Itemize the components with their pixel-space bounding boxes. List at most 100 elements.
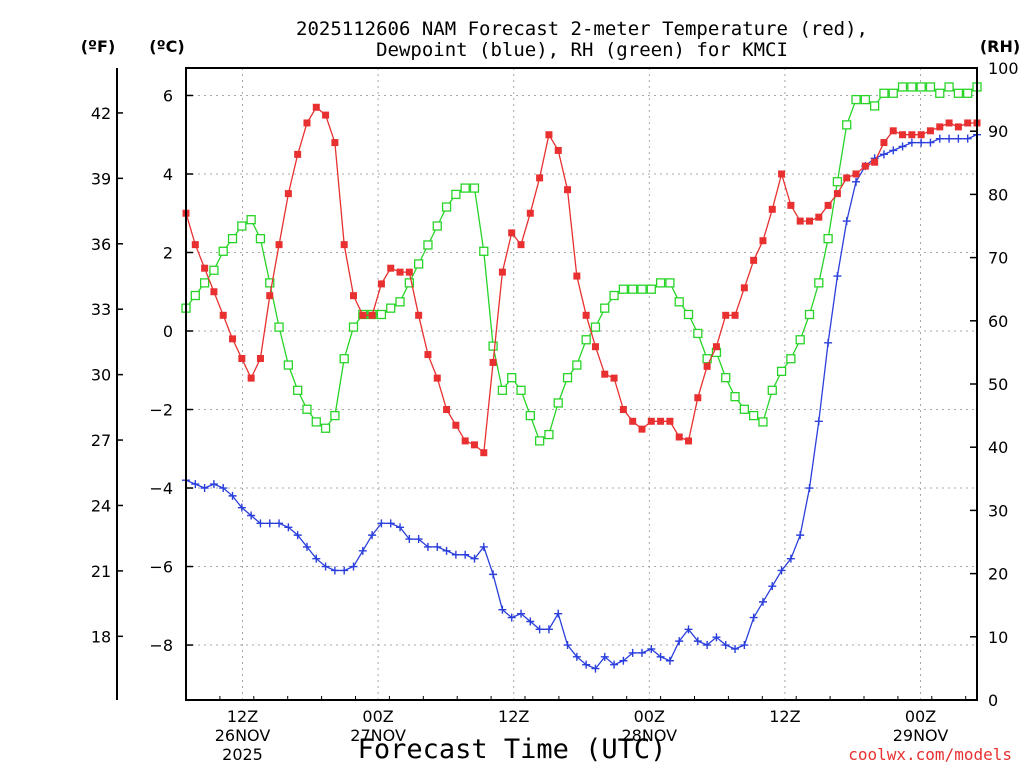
data-point (619, 656, 628, 665)
data-point (377, 519, 386, 528)
data-point (564, 186, 572, 194)
time-tick-label: 00Z (362, 707, 393, 726)
data-point (219, 311, 227, 319)
data-point (311, 417, 321, 427)
data-point (395, 297, 405, 307)
data-point (646, 284, 656, 294)
data-point (907, 138, 916, 147)
series-relative-humidity (181, 82, 982, 446)
data-point (517, 241, 525, 249)
time-tick-label: 12Z (227, 707, 258, 726)
rh-tick-label: 20 (988, 565, 1008, 584)
rh-tick-label: 10 (988, 628, 1008, 647)
fahrenheit-axis: 18 21 24 27 30 33 36 39 42 (91, 104, 123, 646)
data-point (237, 503, 246, 512)
rh-axis: 0 10 20 30 40 50 60 70 80 90 100 (970, 59, 1019, 710)
data-point (600, 303, 610, 313)
data-point (191, 480, 200, 489)
data-point (293, 531, 302, 540)
data-point (739, 404, 750, 414)
data-point (563, 641, 572, 650)
data-point (312, 103, 320, 111)
data-point (731, 311, 739, 319)
data-point (247, 511, 256, 520)
data-point (368, 531, 377, 540)
data-point (358, 546, 367, 555)
data-point (423, 542, 432, 551)
data-point (889, 127, 897, 135)
data-point (898, 142, 907, 151)
data-point (554, 609, 563, 618)
data-point (879, 88, 889, 98)
data-point (768, 582, 777, 591)
data-point (787, 201, 795, 209)
data-point (441, 202, 452, 212)
time-tick-label: 00Z (905, 707, 936, 726)
data-point (396, 523, 405, 532)
rh-tick-label: 30 (988, 501, 1008, 520)
data-point (804, 309, 815, 320)
data-point (925, 82, 936, 92)
data-point (712, 343, 720, 351)
data-point (833, 190, 841, 198)
data-point (368, 311, 376, 319)
data-point (591, 664, 600, 673)
data-point (498, 605, 507, 614)
rh-tick-label: 90 (988, 122, 1008, 141)
fahrenheit-axis-unit: (ºF) (81, 37, 116, 56)
data-point (944, 82, 954, 92)
data-point (526, 617, 535, 626)
data-point (824, 201, 832, 209)
data-point (535, 625, 544, 634)
data-point (229, 335, 237, 343)
data-point (842, 217, 851, 226)
data-point (601, 370, 609, 378)
data-point (470, 554, 479, 563)
data-point (376, 309, 387, 320)
data-point (917, 131, 925, 139)
data-point (610, 660, 619, 669)
data-point (256, 519, 265, 528)
data-point (758, 417, 768, 427)
data-point (536, 174, 544, 182)
data-point (767, 385, 777, 395)
data-point (805, 484, 814, 493)
series-line (185, 106, 977, 454)
data-point (209, 480, 218, 489)
data-point (582, 660, 591, 669)
data-point (666, 417, 674, 425)
data-point (899, 131, 907, 139)
data-point (498, 268, 506, 276)
data-point (461, 550, 470, 559)
data-point (935, 88, 945, 98)
data-point (852, 177, 861, 186)
data-point (750, 256, 758, 264)
chart-title-line2: Dewpoint (blue), RH (green) for KMCI (376, 39, 788, 61)
celsius-tick-label: −6 (149, 558, 173, 577)
celsius-tick-label: 2 (163, 243, 173, 262)
data-point (451, 550, 460, 559)
data-point (294, 150, 302, 158)
data-point (265, 278, 275, 288)
series-line (185, 86, 978, 442)
data-point (786, 354, 796, 364)
data-point (209, 265, 219, 275)
data-point (610, 374, 618, 382)
data-point (778, 170, 786, 178)
data-point (823, 233, 833, 244)
data-point (348, 322, 359, 332)
data-point (675, 433, 683, 441)
data-point (796, 217, 804, 225)
data-point (246, 215, 256, 225)
credit-link[interactable]: coolwx.com/models (848, 745, 1012, 764)
data-point (507, 373, 517, 383)
data-point (545, 131, 553, 139)
data-point (396, 268, 404, 276)
data-point (544, 429, 554, 440)
data-point (275, 519, 284, 528)
data-point (860, 94, 870, 105)
data-point (609, 290, 619, 301)
data-point (322, 111, 330, 119)
data-point (749, 613, 758, 622)
data-point (917, 138, 926, 147)
